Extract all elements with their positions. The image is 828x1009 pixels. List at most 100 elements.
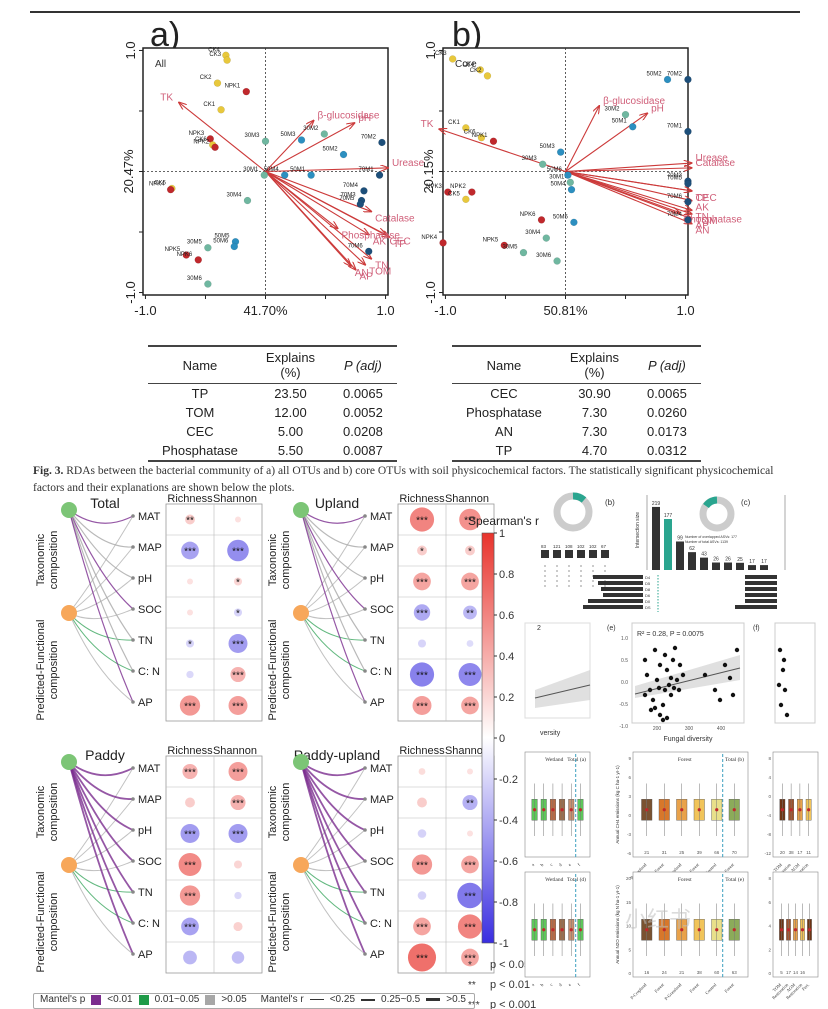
significance-stars: ** bbox=[466, 799, 474, 810]
correlation-cell bbox=[179, 885, 201, 906]
upset-bar bbox=[712, 562, 720, 570]
link-endpoint bbox=[131, 952, 135, 956]
sample-label: NPK6 bbox=[177, 252, 193, 258]
sample-point bbox=[439, 239, 447, 247]
subpanel-label-c: (c) bbox=[741, 498, 751, 507]
y-tick-label: -3 bbox=[627, 832, 631, 837]
sample-point bbox=[182, 251, 191, 259]
mantel-link bbox=[68, 761, 134, 831]
mean-point bbox=[807, 928, 812, 932]
category-label: P-Cropland bbox=[629, 982, 648, 1001]
sample-count: 38 bbox=[789, 850, 795, 855]
y-tick-label: 0.0 bbox=[621, 680, 628, 686]
mean-point bbox=[697, 928, 701, 932]
scatter-point bbox=[674, 677, 680, 683]
env-arrow-label: Urease bbox=[392, 158, 425, 169]
significance-stars: * bbox=[236, 578, 240, 589]
sample-label: 50M4 bbox=[550, 182, 566, 188]
sample-count: 11 bbox=[806, 850, 811, 855]
mean-point bbox=[532, 928, 537, 932]
x-tick-label: 1.0 bbox=[377, 303, 395, 318]
sample-label: 70M5 bbox=[339, 196, 355, 202]
node-label-taxonomic: composition bbox=[48, 783, 60, 842]
upset-dot bbox=[568, 570, 570, 572]
scatter-point bbox=[662, 652, 668, 658]
set-label: D8 bbox=[645, 587, 651, 592]
sample-label: 50M3 bbox=[540, 144, 556, 150]
legend-label: >0.5 bbox=[446, 994, 466, 1005]
upset-bar-label: 99 bbox=[677, 535, 683, 541]
category-label: a bbox=[530, 862, 535, 867]
correlation-cell bbox=[461, 572, 479, 591]
sample-label: CK6 bbox=[464, 130, 476, 136]
correlation-cell bbox=[233, 577, 243, 586]
node-label-functional: Predicted-Functional bbox=[35, 620, 47, 721]
sample-point bbox=[375, 171, 384, 179]
node-label-functional: composition bbox=[48, 641, 60, 700]
mantel-link bbox=[68, 515, 134, 614]
sample-label: 30M3 bbox=[522, 156, 538, 162]
y-tick-label: 0.5 bbox=[621, 658, 628, 664]
env-arrow bbox=[565, 170, 692, 191]
mean-point bbox=[798, 808, 802, 812]
correlation-cell bbox=[411, 854, 433, 875]
correlation-cell bbox=[228, 634, 248, 653]
mean-point bbox=[732, 808, 736, 812]
sample-point bbox=[628, 122, 637, 131]
env-arrow bbox=[265, 171, 390, 237]
sample-label: NPK3 bbox=[426, 184, 442, 190]
env-arrow-label: β-glucosidase bbox=[603, 96, 665, 107]
upset-bar-label: 17 bbox=[761, 559, 767, 565]
sample-label: 30M3 bbox=[244, 133, 260, 139]
set-label: D6 bbox=[645, 593, 651, 598]
significance-stars: *** bbox=[464, 861, 476, 872]
upset-bar-left bbox=[565, 550, 573, 558]
mean-point bbox=[569, 808, 573, 812]
colorbar bbox=[481, 532, 495, 944]
cell-name: TP bbox=[191, 386, 209, 401]
sample-label: 70M4 bbox=[667, 212, 683, 218]
sample-point bbox=[462, 195, 470, 204]
colorbar-tick-label: 0.8 bbox=[499, 569, 514, 581]
sample-label: 50M2 bbox=[647, 72, 663, 78]
mantel-link bbox=[68, 509, 134, 641]
env-arrow-label: pH bbox=[651, 103, 664, 114]
scatter-point bbox=[702, 672, 708, 678]
table-row: Phosphatase 5.50 0.0087 bbox=[148, 441, 397, 462]
scatter-point bbox=[664, 667, 670, 673]
row-label: pH bbox=[370, 825, 384, 837]
significance-stars: *** bbox=[232, 547, 244, 558]
env-arrow-label: TN bbox=[696, 212, 709, 223]
correlation-cell bbox=[417, 545, 427, 556]
upset-dot bbox=[568, 585, 570, 587]
x-axis-label: 41.70% bbox=[243, 303, 288, 318]
significance-stars: ** bbox=[186, 516, 194, 527]
caption-label: Fig. 3. bbox=[33, 465, 64, 477]
y-axis-label: 20.15% bbox=[421, 149, 436, 194]
cell-padj: 0.0312 bbox=[633, 441, 701, 462]
page-top-rule bbox=[30, 11, 800, 13]
sample-label: 70M6 bbox=[667, 194, 683, 200]
sample-point bbox=[204, 280, 212, 288]
sample-label: 30M4 bbox=[226, 193, 242, 199]
cell-name: TOM bbox=[185, 405, 215, 420]
mantel-link bbox=[300, 577, 366, 614]
scatter-point bbox=[670, 657, 676, 663]
scatter-point bbox=[668, 675, 674, 681]
category-label: TOM bbox=[772, 982, 783, 993]
correlation-cell bbox=[409, 507, 435, 532]
col-header-richness: Richness bbox=[167, 745, 213, 757]
sample-count: 60 bbox=[714, 970, 720, 975]
sample-count: 38 bbox=[697, 970, 703, 975]
rda-plot-core: -1.0 1.0 50.81% 1.0 -1.0 20.15% Core TK β-glucos… bbox=[421, 41, 743, 318]
subpanel-label-f: (f) bbox=[753, 625, 760, 632]
category-label: Control bbox=[704, 982, 718, 996]
mean-point bbox=[532, 808, 537, 812]
node-label-functional: composition bbox=[48, 893, 60, 952]
sample-count: 21 bbox=[644, 850, 650, 855]
mantel-link bbox=[300, 509, 366, 703]
node-taxonomic bbox=[61, 502, 77, 518]
colorbar-tick-label: 0.4 bbox=[499, 651, 514, 663]
env-arrow bbox=[265, 171, 369, 235]
